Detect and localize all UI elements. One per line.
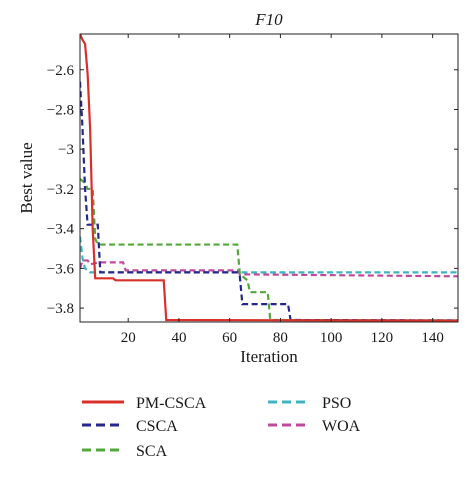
x-axis-title: Iteration <box>240 347 298 366</box>
legend-item-pso: PSO <box>268 395 351 412</box>
legend-label: SCA <box>136 443 168 460</box>
x-tick-label: 120 <box>371 330 394 346</box>
x-tick-label: 100 <box>320 330 343 346</box>
series-line-sca <box>80 178 458 322</box>
y-tick-label: −3 <box>58 142 74 158</box>
plot-frame <box>79 33 459 323</box>
x-tick-label: 80 <box>273 330 288 346</box>
legend-label: PSO <box>322 395 351 412</box>
axes: 20 40 60 80 100 120 140 −2.6 −2.8 −3 −3.2 −3.4 −3.6 −… <box>47 33 459 346</box>
y-tick-label: −3.8 <box>47 301 74 317</box>
y-tick-label: −3.6 <box>47 261 75 277</box>
y-tick-label: −3.4 <box>47 222 75 238</box>
plot-area <box>80 34 458 322</box>
legend-label: PM-CSCA <box>136 395 207 412</box>
x-tick-label: 40 <box>171 330 186 346</box>
legend-label: CSCA <box>136 418 178 435</box>
y-tick-label: −3.2 <box>47 182 74 198</box>
legend-item-pm-csca: PM-CSCA <box>82 395 207 412</box>
x-tick-label: 60 <box>222 330 237 346</box>
y-axis-title: Best value <box>17 142 36 213</box>
y-tick-label: −2.8 <box>47 102 74 118</box>
series-line-pm-csca <box>80 34 458 322</box>
legend-item-csca: CSCA <box>82 418 178 435</box>
x-tick-label: 140 <box>421 330 444 346</box>
series-line-pso <box>80 236 458 274</box>
chart-title: F10 <box>254 10 283 29</box>
series-line-csca <box>80 81 458 322</box>
legend-item-sca: SCA <box>82 443 168 460</box>
legend-label: WOA <box>322 418 361 435</box>
series-line-woa <box>80 259 458 278</box>
legend: PM-CSCA CSCA SCA PSO WOA <box>82 395 361 460</box>
legend-item-woa: WOA <box>268 418 361 435</box>
y-tick-label: −2.6 <box>47 63 75 79</box>
x-tick-label: 20 <box>121 330 136 346</box>
